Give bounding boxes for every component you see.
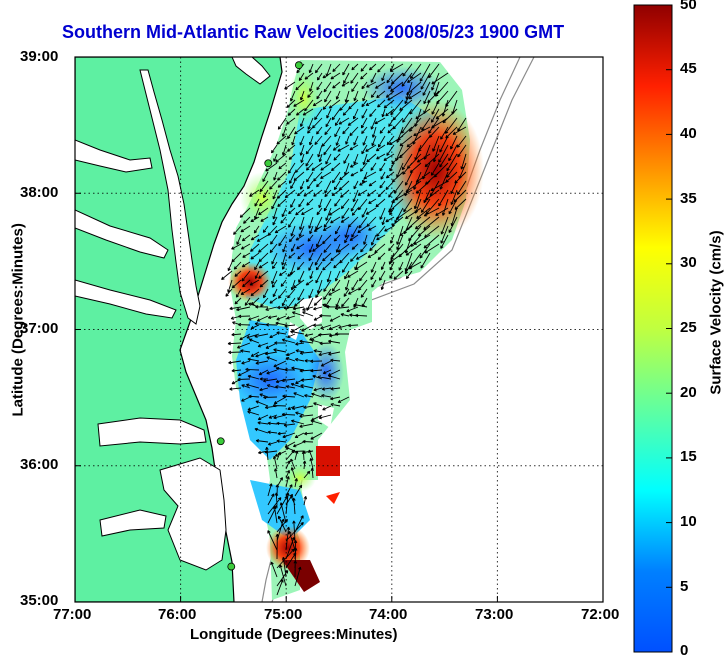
bay-inlet <box>75 209 169 259</box>
y-axis-label: Latitude (Degrees:Minutes) <box>9 223 27 417</box>
colorbar-tick-label: 20 <box>680 384 697 401</box>
x-tick-label: 75:00 <box>264 606 303 623</box>
y-tick-label: 35:00 <box>20 592 59 609</box>
colorbar-tick-label: 5 <box>680 578 689 595</box>
pamlico-sound <box>159 457 227 571</box>
colorbar-tick-label: 45 <box>680 60 697 77</box>
y-tick-label: 39:00 <box>20 48 59 65</box>
y-tick-label: 37:00 <box>20 320 59 337</box>
colorbar-tick-label: 15 <box>680 448 697 465</box>
axis-ticks <box>75 192 498 602</box>
grid-lines <box>75 57 603 602</box>
map-title: Southern Mid-Atlantic Raw Velocities 200… <box>62 22 565 42</box>
x-axis-label: Longitude (Degrees:Minutes) <box>190 626 398 643</box>
colorbar-tick-label: 0 <box>680 642 689 659</box>
x-tick-label: 77:00 <box>53 606 92 623</box>
x-tick-label: 73:00 <box>475 606 514 623</box>
colorbar <box>633 4 673 653</box>
y-tick-label: 38:00 <box>20 184 59 201</box>
radar-site-marker <box>216 437 225 446</box>
delaware-bay <box>231 57 271 85</box>
x-tick-label: 72:00 <box>581 606 620 623</box>
bay-inlet <box>99 509 167 537</box>
colorbar-label: Surface Velocity (cm/s) <box>707 230 724 395</box>
colorbar-tick-label: 50 <box>680 0 697 13</box>
albemarle-sound <box>97 417 207 447</box>
colorbar-tick-label: 10 <box>680 513 697 530</box>
y-tick-label: 36:00 <box>20 456 59 473</box>
x-tick-label: 76:00 <box>158 606 197 623</box>
radar-site-marker <box>264 159 273 168</box>
radar-site-marker <box>227 562 236 571</box>
colorbar-tick-label: 25 <box>680 319 697 336</box>
bay-inlet <box>75 139 153 173</box>
x-tick-label: 74:00 <box>369 606 408 623</box>
colorbar-tick-label: 35 <box>680 190 697 207</box>
colorbar-tick-label: 40 <box>680 125 697 142</box>
radar-site-marker <box>294 61 303 70</box>
chesapeake-bay <box>139 69 201 325</box>
colorbar-tick-label: 30 <box>680 254 697 271</box>
bay-inlet <box>75 279 177 319</box>
colorbar-ticks <box>666 69 672 588</box>
radar-sites <box>216 61 303 571</box>
